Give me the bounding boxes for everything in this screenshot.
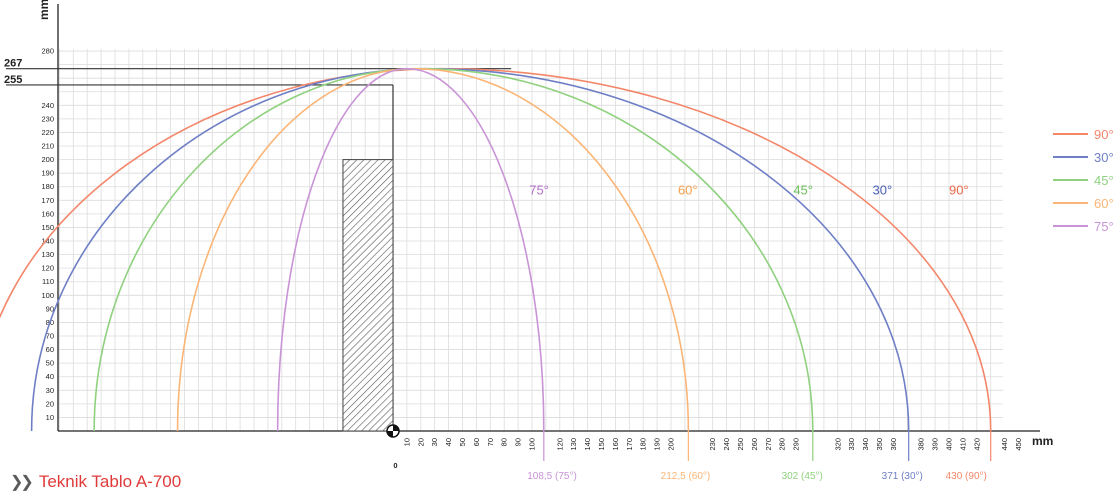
y-tick-label: 120 [41, 264, 54, 273]
x-tick-label: 50 [458, 438, 467, 446]
x-tick-label: 70 [486, 438, 495, 446]
reference-label: 267 [4, 58, 22, 70]
x-tick-label: 80 [500, 438, 509, 446]
x-tick-label: 330 [847, 438, 856, 451]
range-label: 371 (30°) [882, 471, 923, 482]
x-tick-label: 360 [889, 438, 898, 451]
curve-angle-label: 60° [678, 182, 698, 197]
range-label: 430 (90°) [946, 471, 987, 482]
x-tick-label: 450 [1014, 438, 1023, 451]
curve-angle-label: 30° [873, 182, 893, 197]
x-tick-label: 270 [764, 438, 773, 451]
y-tick-label: 160 [41, 209, 54, 218]
y-tick-label: 240 [41, 101, 54, 110]
y-tick-label: 170 [41, 196, 54, 205]
x-tick-label: 410 [958, 438, 967, 451]
origin-quadrant [387, 431, 393, 437]
x-tick-label: 160 [611, 438, 620, 451]
legend-label: 60° [1094, 196, 1114, 211]
x-tick-label: 170 [625, 438, 634, 451]
x-tick-label: 20 [416, 438, 425, 446]
x-tick-label: 180 [639, 438, 648, 451]
y-tick-label: 200 [41, 155, 54, 164]
x-tick-label: 290 [792, 438, 801, 451]
x-tick-label: 40 [444, 438, 453, 446]
x-tick-label: 260 [750, 438, 759, 451]
y-tick-label: 10 [46, 413, 54, 422]
x-tick-label: 10 [402, 438, 411, 446]
x-tick-label: 240 [722, 438, 731, 451]
y-tick-label: 110 [42, 277, 54, 286]
x-tick-label: 150 [597, 438, 606, 451]
grid-lines [58, 49, 1003, 432]
legend-label: 45° [1094, 173, 1114, 188]
x-tick-label: 400 [945, 438, 954, 451]
x-tick-label: 60 [472, 438, 481, 446]
origin-marker [386, 424, 400, 438]
x-tick-label: 320 [833, 438, 842, 451]
y-tick-label: 140 [41, 237, 54, 246]
legend-label: 30° [1094, 150, 1114, 165]
y-axis-unit-label: mm [37, 0, 51, 20]
legend: 90° 30° 45° 60° 75° [1053, 127, 1114, 234]
reference-label: 255 [4, 74, 22, 86]
x-tick-label: 350 [875, 438, 884, 451]
double-chevron-right-icon: ❯❯ [10, 474, 34, 491]
x-tick-label: 280 [778, 438, 787, 451]
range-label: 302 (45°) [782, 471, 823, 482]
curve-angle-label: 75° [529, 182, 549, 197]
x-tick-label: 190 [653, 438, 662, 451]
y-tick-label: 40 [46, 372, 54, 381]
x-tick-label: 250 [736, 438, 745, 451]
y-tick-label: 30 [46, 386, 54, 395]
y-tick-label: 60 [46, 345, 54, 354]
x-tick-label: 340 [861, 438, 870, 451]
x-tick-label: 420 [972, 438, 981, 451]
x-tick-label: 380 [917, 438, 926, 451]
x-tick-label: 140 [583, 438, 592, 451]
x-tick-label: 130 [569, 438, 578, 451]
range-label: 108,5 (75°) [527, 471, 577, 482]
y-tick-label: 130 [41, 250, 54, 259]
y-tick-label: 100 [41, 291, 54, 300]
y-tick-label: 280 [41, 47, 54, 56]
x-tick-label: 440 [1000, 438, 1009, 451]
y-tick-label: 180 [41, 182, 54, 191]
legend-label: 75° [1094, 219, 1114, 234]
x-tick-label: 200 [667, 438, 676, 451]
y-tick-label: 150 [41, 223, 54, 232]
y-tick-label: 90 [46, 304, 54, 313]
x-axis-unit-label: mm [1032, 434, 1053, 448]
trajectory-curve [276, 67, 545, 432]
range-label: 212,5 (60°) [661, 471, 711, 482]
y-tick-label: 230 [41, 114, 54, 123]
y-tick-label: 210 [41, 142, 54, 151]
origin-quadrant [393, 425, 399, 431]
y-tick-label: 50 [46, 359, 54, 368]
curve-angle-label: 90° [949, 182, 969, 197]
curve-angle-label: 45° [793, 182, 813, 197]
legend-label: 90° [1094, 127, 1114, 142]
x-tick-label: 390 [931, 438, 940, 451]
y-tick-label: 20 [46, 399, 54, 408]
x-tick-label: 230 [708, 438, 717, 451]
y-tick-label: 190 [41, 169, 54, 178]
technical-table-link[interactable]: ❯❯ Teknik Tablo A-700 [10, 472, 181, 492]
y-tick-label: 70 [46, 332, 54, 341]
x-tick-label: 120 [555, 438, 564, 451]
x-zero-label: 0 [393, 461, 397, 470]
x-tick-label: 30 [430, 438, 439, 446]
y-tick-label: 220 [41, 128, 54, 137]
x-tick-label: 90 [514, 438, 523, 446]
x-tick-label: 100 [528, 438, 537, 451]
obstacle-box [342, 159, 394, 432]
technical-table-link-label: Teknik Tablo A-700 [38, 472, 182, 491]
